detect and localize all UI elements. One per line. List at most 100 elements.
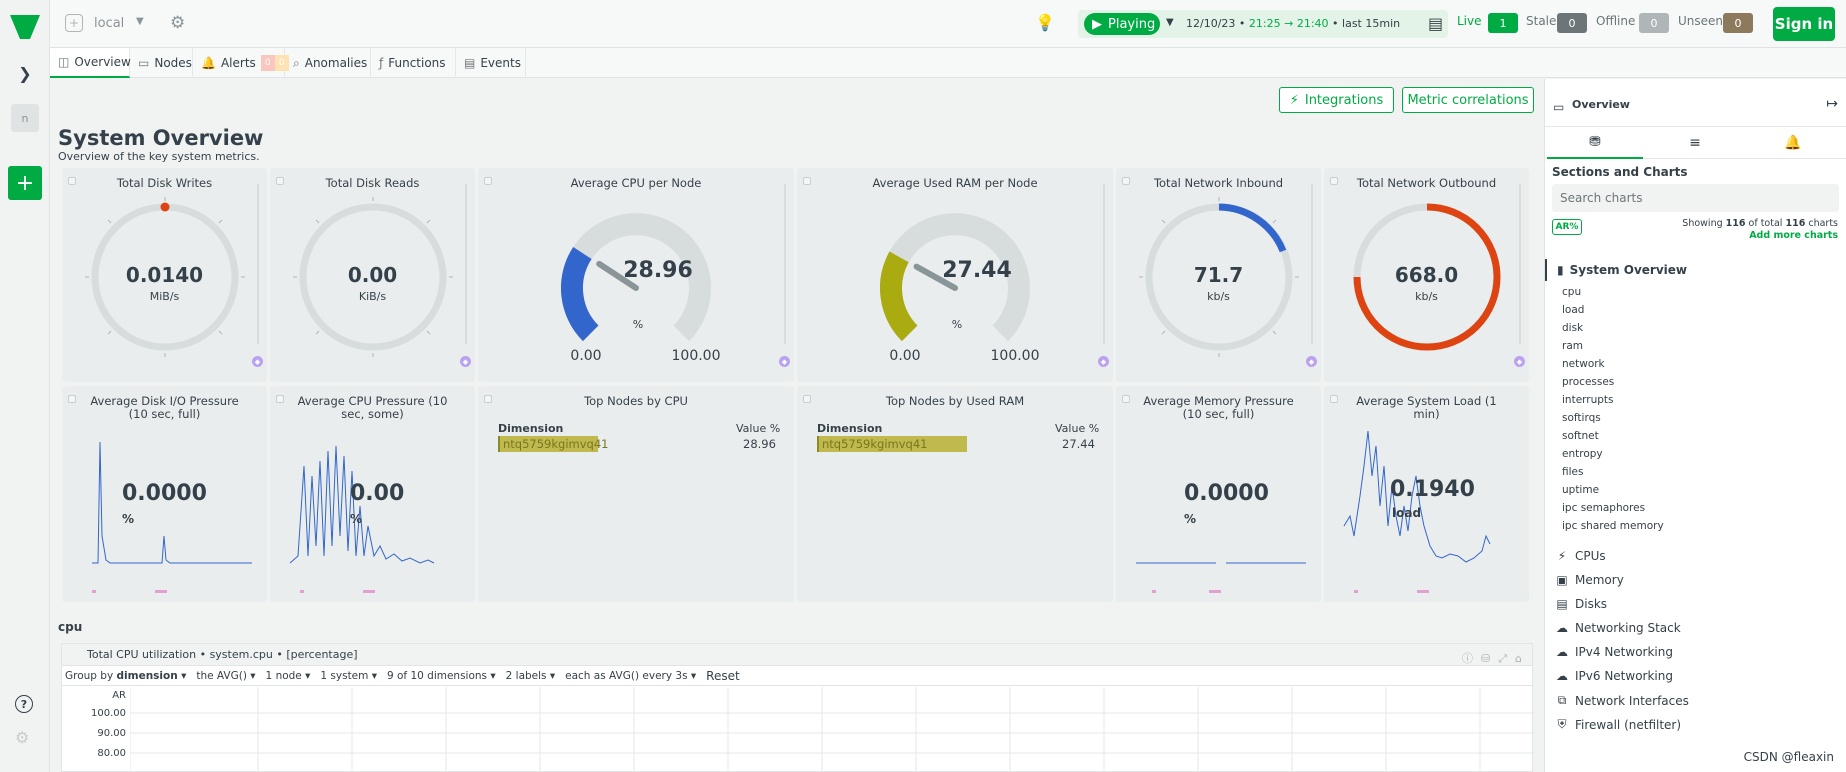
- toc-section-firewall[interactable]: ⛨ Firewall (netfilter): [1555, 717, 1681, 732]
- node-name-bar[interactable]: ntq5759kgimvq41: [817, 436, 967, 452]
- toc-item-files[interactable]: files: [1562, 466, 1584, 478]
- settings-icon[interactable]: ⚙: [15, 728, 30, 747]
- group-by-filter[interactable]: Group by dimension ▾: [65, 669, 187, 682]
- toc-item-processes[interactable]: processes: [1562, 376, 1615, 388]
- unseen-count-badge[interactable]: 0: [1723, 13, 1753, 33]
- anomaly-icon[interactable]: ◆: [1098, 356, 1109, 367]
- lightbulb-icon[interactable]: 💡: [1035, 13, 1055, 32]
- nodes-filter[interactable]: 1 node ▾: [265, 669, 311, 682]
- search-charts-input[interactable]: [1552, 184, 1839, 212]
- add-more-charts-link[interactable]: Add more charts: [1749, 230, 1838, 241]
- integrations-button[interactable]: ⚡ Integrations: [1279, 87, 1394, 113]
- cpu-gauge-card[interactable]: Average CPU per Node 28.96 % 0.00 100.00…: [478, 168, 794, 382]
- anomaly-icon[interactable]: ◆: [779, 356, 790, 367]
- anomaly-icon[interactable]: ◆: [1514, 356, 1525, 367]
- select-checkbox[interactable]: [276, 395, 284, 403]
- toc-section-disks[interactable]: ▤ Disks: [1555, 597, 1607, 611]
- value-header[interactable]: Value %: [736, 422, 781, 435]
- toc-item-entropy[interactable]: entropy: [1562, 448, 1603, 460]
- offline-count-badge[interactable]: 0: [1639, 13, 1669, 33]
- toc-item-softnet[interactable]: softnet: [1562, 430, 1599, 442]
- toc-item-uptime[interactable]: uptime: [1562, 484, 1600, 496]
- help-icon[interactable]: ?: [15, 695, 33, 713]
- toc-section-networking-stack[interactable]: ☁ Networking Stack: [1555, 621, 1681, 635]
- toc-system-overview[interactable]: ▮ System Overview: [1557, 263, 1687, 277]
- netdata-logo[interactable]: [8, 12, 42, 42]
- time-range-picker[interactable]: 12/10/23 • 21:25 → 21:40 • last 15min: [1186, 17, 1400, 30]
- net-inbound-card[interactable]: Total Network Inbound 71.7 kb/s ◆: [1116, 168, 1321, 382]
- sign-in-button[interactable]: Sign in: [1773, 7, 1835, 41]
- room-dropdown-icon[interactable]: ▼: [136, 16, 144, 27]
- play-dropdown-icon[interactable]: ▼: [1166, 17, 1174, 28]
- toc-item-load[interactable]: load: [1562, 304, 1585, 316]
- value-header[interactable]: Value %: [1055, 422, 1100, 435]
- labels-filter[interactable]: 2 labels ▾: [505, 669, 556, 682]
- toc-section-network-interfaces[interactable]: ⧉ Network Interfaces: [1555, 693, 1689, 708]
- select-checkbox[interactable]: [803, 395, 811, 403]
- range-bar[interactable]: [1519, 184, 1521, 344]
- top-nodes-ram-card[interactable]: Top Nodes by Used RAM Dimension Value % …: [797, 386, 1113, 602]
- toc-item-softirqs[interactable]: softirqs: [1562, 412, 1601, 424]
- node-name-bar[interactable]: ntq5759kgimvq41: [498, 436, 608, 452]
- range-bar[interactable]: [1103, 184, 1105, 344]
- disk-reads-card[interactable]: Total Disk Reads 0.00 KiB/s ◆: [270, 168, 475, 382]
- aggregation-filter[interactable]: the AVG() ▾: [196, 669, 256, 682]
- range-bar[interactable]: [257, 184, 259, 344]
- tag-icon[interactable]: ⌂: [1515, 652, 1522, 665]
- add-space-button[interactable]: +: [8, 166, 42, 200]
- tab-alerts[interactable]: 🔔 Alerts 0 0: [193, 48, 289, 78]
- space-avatar[interactable]: n: [11, 104, 39, 132]
- live-count-badge[interactable]: 1: [1488, 13, 1518, 33]
- top-nodes-cpu-card[interactable]: Top Nodes by CPU Dimension Value % ntq57…: [478, 386, 794, 602]
- room-settings-icon[interactable]: ⚙: [170, 13, 186, 33]
- toc-section-ipv6[interactable]: ☁ IPv6 Networking: [1555, 669, 1673, 683]
- database-icon[interactable]: ⛁: [1480, 652, 1491, 665]
- cpu-pressure-card[interactable]: Average CPU Pressure (10 sec, some) 0.00…: [270, 386, 475, 602]
- charts-tab[interactable]: ⛃: [1547, 127, 1643, 159]
- toc-item-ram[interactable]: ram: [1562, 340, 1583, 352]
- net-outbound-card[interactable]: Total Network Outbound 668.0 kb/s ◆: [1324, 168, 1529, 382]
- select-checkbox[interactable]: [68, 177, 76, 185]
- tab-nodes[interactable]: ▭ Nodes: [130, 48, 193, 78]
- info-icon[interactable]: ⓘ: [1461, 652, 1473, 665]
- toc-item-ipc-shared-memory[interactable]: ipc shared memory: [1562, 520, 1664, 532]
- dimension-header[interactable]: Dimension: [817, 422, 883, 435]
- stale-count-badge[interactable]: 0: [1557, 13, 1587, 33]
- select-checkbox[interactable]: [276, 177, 284, 185]
- systems-filter[interactable]: 1 system ▾: [320, 669, 377, 682]
- toc-section-ipv4[interactable]: ☁ IPv4 Networking: [1555, 645, 1673, 659]
- select-checkbox[interactable]: [68, 395, 76, 403]
- ar-badge[interactable]: AR%: [1552, 219, 1582, 235]
- system-load-card[interactable]: Average System Load (1 min) 0.1940 load: [1324, 386, 1529, 602]
- dimension-header[interactable]: Dimension: [498, 422, 564, 435]
- toc-item-disk[interactable]: disk: [1562, 322, 1584, 334]
- range-bar[interactable]: [465, 184, 467, 344]
- anomaly-icon[interactable]: ◆: [252, 356, 263, 367]
- disk-pressure-card[interactable]: Average Disk I/O Pressure (10 sec, full)…: [62, 386, 267, 602]
- toc-item-ipc-semaphores[interactable]: ipc semaphores: [1562, 502, 1646, 514]
- chart-grid[interactable]: [130, 687, 1534, 772]
- select-checkbox[interactable]: [484, 177, 492, 185]
- cpu-utilization-chart[interactable]: Total CPU utilization • system.cpu • [pe…: [61, 643, 1534, 772]
- tab-functions[interactable]: ƒ Functions: [371, 48, 456, 78]
- select-checkbox[interactable]: [1122, 395, 1130, 403]
- expand-sidebar-icon[interactable]: ❯: [18, 63, 32, 83]
- filters-tab[interactable]: ≡: [1647, 127, 1743, 159]
- disk-writes-card[interactable]: Total Disk Writes 0.0140 MiB/s ◆: [62, 168, 267, 382]
- toc-item-network[interactable]: network: [1562, 358, 1605, 370]
- select-checkbox[interactable]: [1330, 177, 1338, 185]
- metric-correlations-button[interactable]: Metric correlations: [1402, 87, 1534, 113]
- tab-events[interactable]: ▤ Events: [456, 48, 526, 78]
- select-checkbox[interactable]: [484, 395, 492, 403]
- range-bar[interactable]: [1311, 184, 1313, 344]
- anomaly-icon[interactable]: ◆: [1306, 356, 1317, 367]
- nodes-icon[interactable]: ▤: [1428, 14, 1444, 33]
- select-checkbox[interactable]: [1330, 395, 1338, 403]
- play-button[interactable]: ▶ Playing: [1084, 13, 1160, 35]
- select-checkbox[interactable]: [803, 177, 811, 185]
- collapse-panel-icon[interactable]: ↦: [1826, 96, 1838, 112]
- ram-gauge-card[interactable]: Average Used RAM per Node 27.44 % 0.00 1…: [797, 168, 1113, 382]
- fullscreen-icon[interactable]: ⤢: [1498, 652, 1508, 665]
- reset-button[interactable]: Reset: [706, 668, 740, 683]
- anomaly-icon[interactable]: ◆: [460, 356, 471, 367]
